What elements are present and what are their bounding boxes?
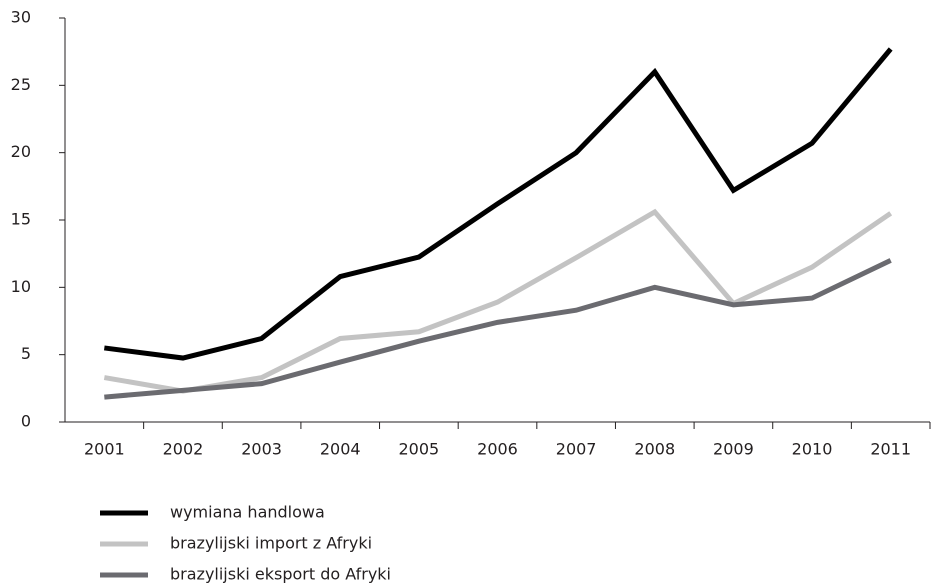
series-line (103, 208, 893, 394)
x-tick-label: 2010 (792, 440, 833, 459)
legend-label: brazylijski eksport do Afryki (170, 565, 391, 584)
y-tick-label: 15 (11, 210, 31, 229)
series-line (103, 47, 893, 361)
y-tick-label: 0 (21, 412, 31, 431)
x-tick-label: 2002 (163, 440, 204, 459)
legend-label: brazylijski import z Afryki (170, 534, 372, 553)
x-tick-label: 2007 (556, 440, 597, 459)
y-tick-label: 20 (11, 142, 31, 161)
y-tick-label: 5 (21, 344, 31, 363)
series-line (104, 258, 892, 400)
x-tick-label: 2006 (477, 440, 518, 459)
x-tick-label: 2008 (634, 440, 675, 459)
x-tick-label: 2003 (241, 440, 282, 459)
x-tick-label: 2009 (713, 440, 754, 459)
y-tick-label: 25 (11, 75, 31, 94)
y-tick-label: 30 (11, 8, 31, 27)
x-tick-label: 2005 (399, 440, 440, 459)
x-tick-label: 2011 (870, 440, 911, 459)
legend-label: wymiana handlowa (170, 503, 325, 522)
x-tick-label: 2004 (320, 440, 361, 459)
y-tick-label: 10 (11, 277, 31, 296)
x-tick-label: 2001 (84, 440, 125, 459)
